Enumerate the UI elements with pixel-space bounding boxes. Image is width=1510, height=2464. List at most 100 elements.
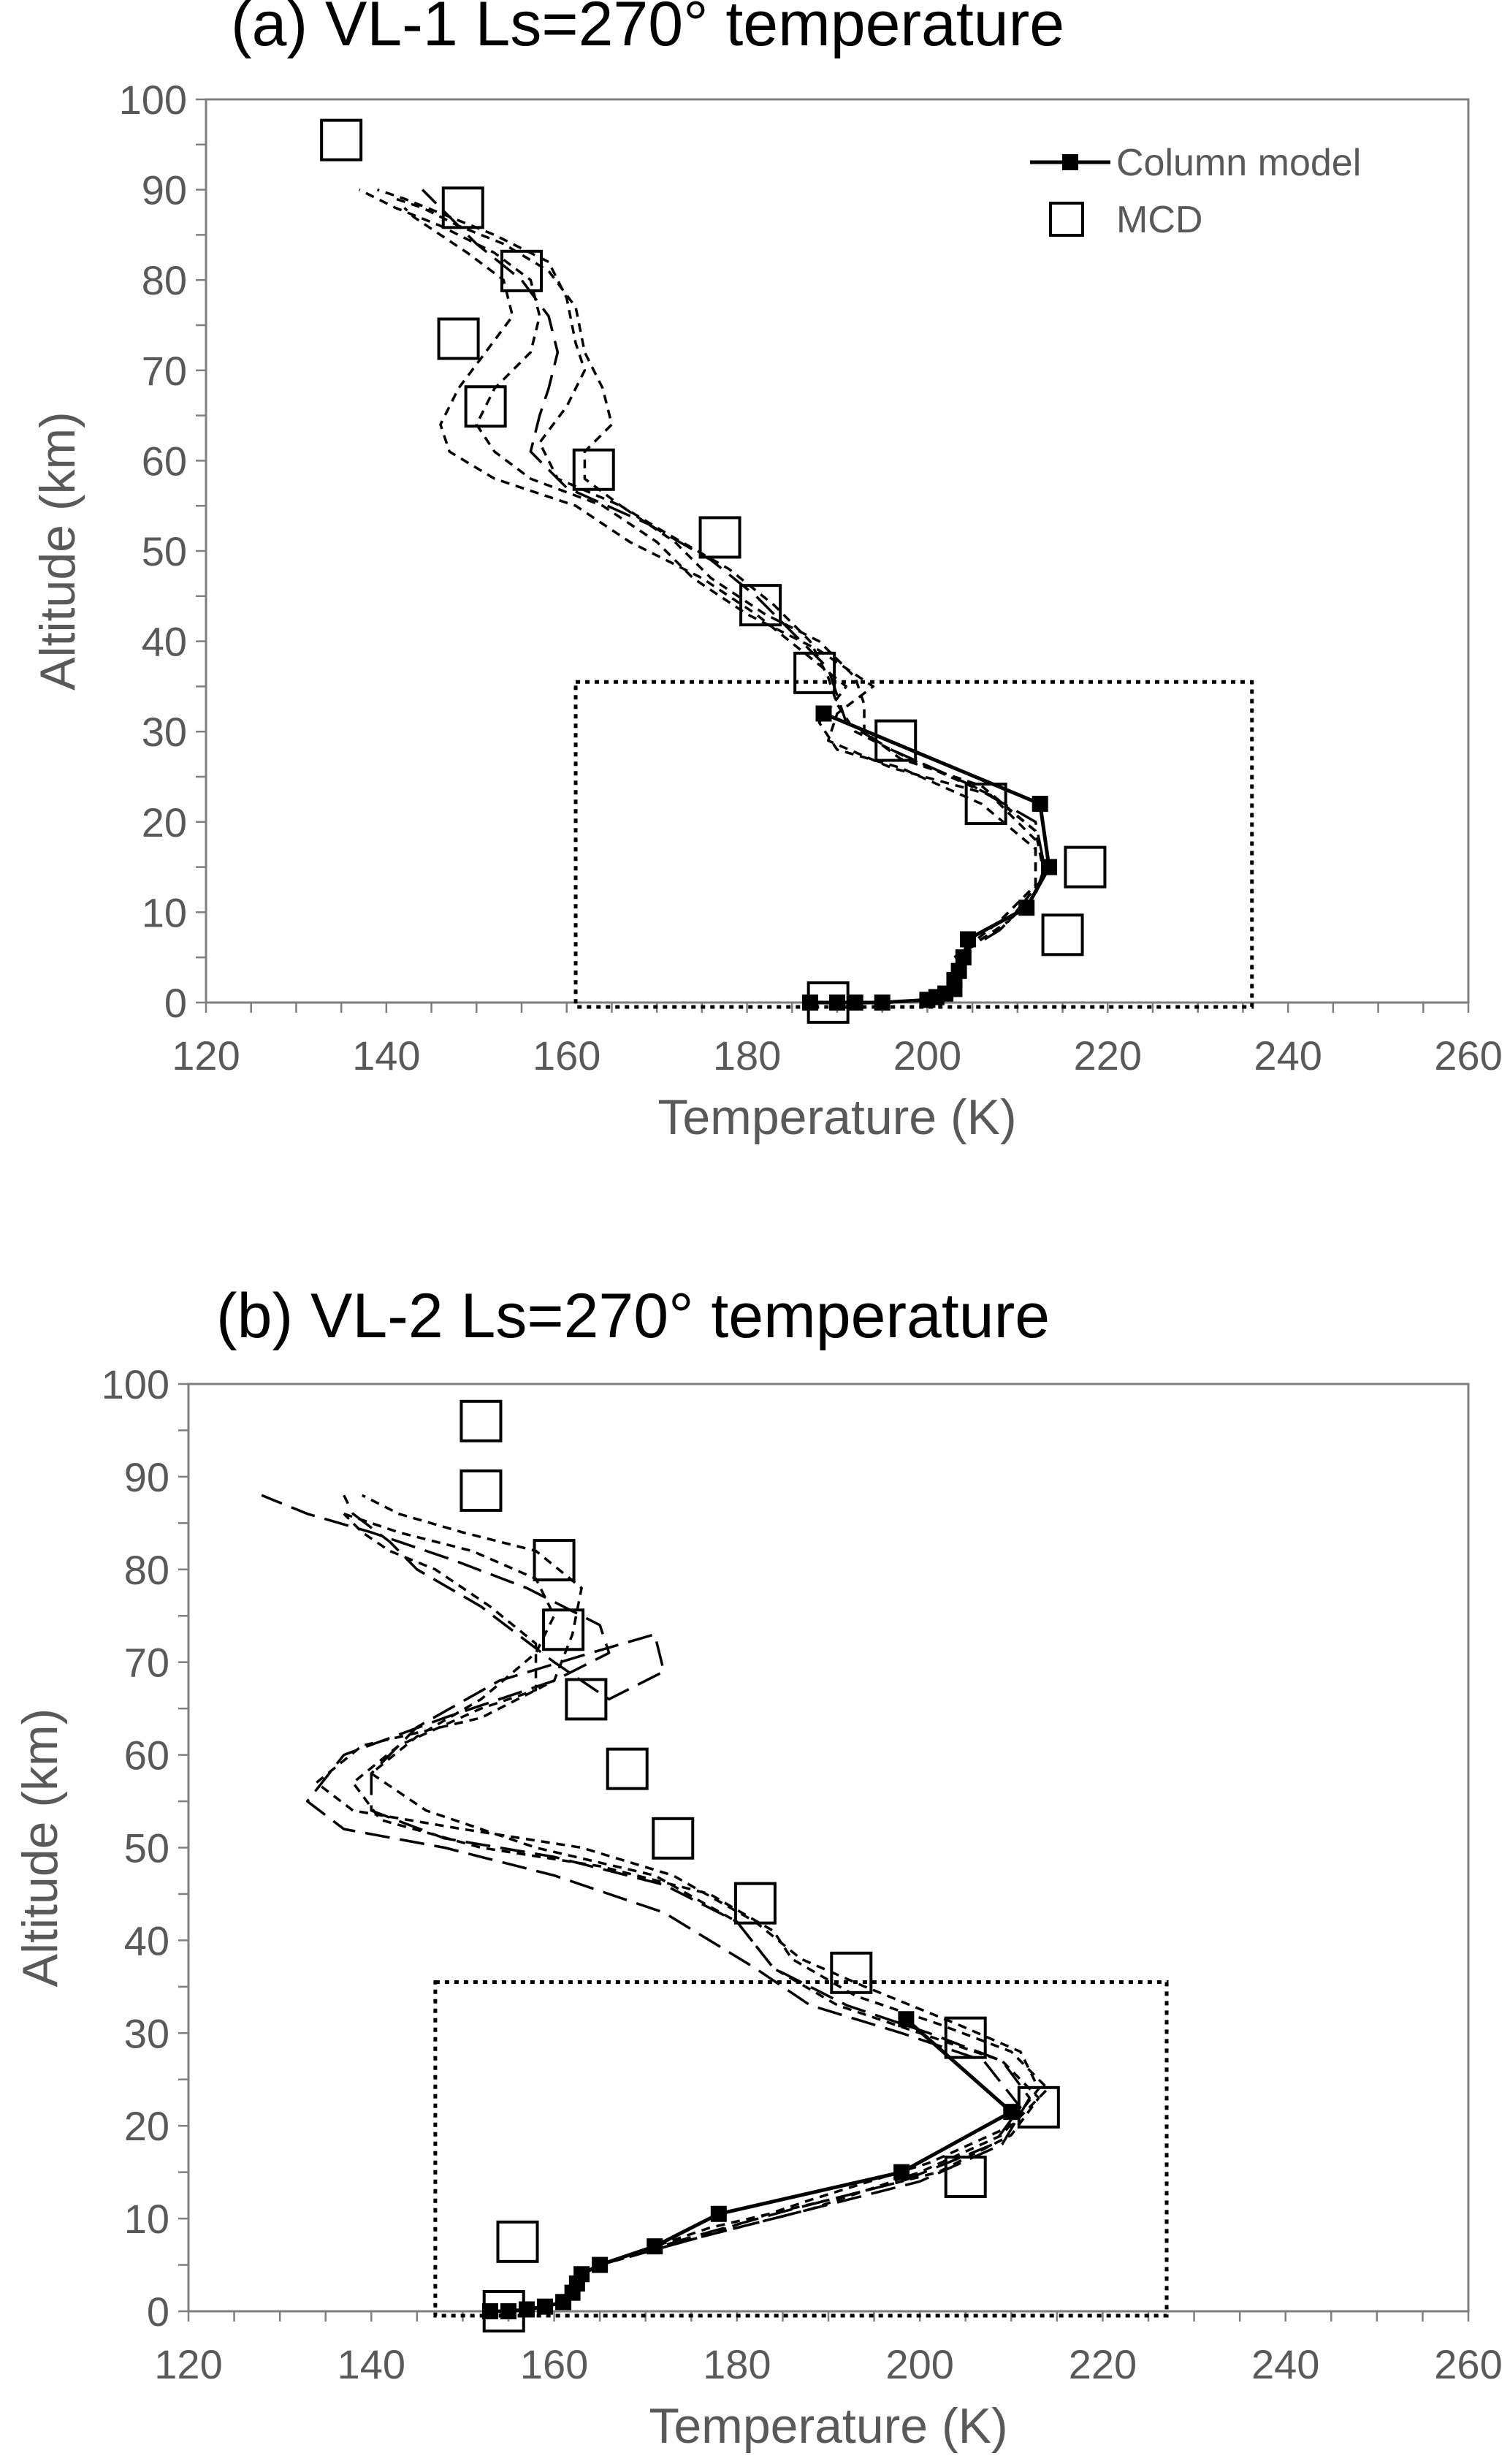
highlight-box bbox=[433, 1980, 1169, 2318]
column-model-point bbox=[847, 995, 863, 1011]
mcd-point bbox=[460, 1469, 503, 1512]
legend: Column model MCD bbox=[1030, 142, 1361, 241]
column-model-point bbox=[710, 2205, 727, 2222]
column-model-point bbox=[1018, 900, 1035, 916]
y-tick-label: 30 bbox=[124, 2010, 169, 2056]
y-tick-label: 20 bbox=[142, 799, 187, 845]
y-tick-label: 10 bbox=[124, 2196, 169, 2242]
column-model-point bbox=[950, 962, 967, 979]
x-tick-label: 140 bbox=[338, 2341, 405, 2387]
series-7-line bbox=[343, 1513, 1040, 2267]
series-6-line bbox=[343, 1513, 1050, 2267]
chart-b-title: (b) VL-2 Ls=270° temperature bbox=[216, 1281, 1050, 1351]
x-tick-label: 200 bbox=[885, 2341, 953, 2387]
mcd-point bbox=[441, 186, 484, 229]
series-4-line bbox=[376, 188, 1046, 959]
x-tick-label: 140 bbox=[352, 1033, 420, 1079]
mcd-point bbox=[500, 249, 543, 292]
x-tick-label: 180 bbox=[703, 2341, 771, 2387]
y-tick-label: 40 bbox=[124, 1917, 169, 1963]
series-7-line bbox=[394, 197, 1046, 959]
column-model-point bbox=[1003, 2104, 1020, 2121]
mcd-point bbox=[1064, 845, 1107, 889]
x-tick-label: 220 bbox=[1069, 2341, 1137, 2387]
y-tick-label: 70 bbox=[124, 1640, 169, 1686]
highlight-box bbox=[573, 680, 1254, 1009]
legend-column-model-marker bbox=[1062, 154, 1078, 170]
y-tick-label: 20 bbox=[124, 2103, 169, 2149]
mcd-point bbox=[739, 584, 782, 627]
mcd-point bbox=[698, 516, 741, 559]
mcd-point bbox=[1041, 913, 1084, 957]
y-tick-label: 90 bbox=[124, 1454, 169, 1500]
x-tick-label: 180 bbox=[713, 1033, 781, 1079]
y-tick-label: 80 bbox=[142, 257, 187, 303]
y-tick-label: 0 bbox=[164, 980, 187, 1026]
series-3-line bbox=[261, 1494, 1022, 2267]
mcd-point bbox=[437, 317, 480, 360]
plot-frame bbox=[205, 98, 1470, 1004]
x-tick-label: 120 bbox=[172, 1033, 240, 1079]
mcd-point bbox=[482, 2290, 525, 2332]
mcd-point bbox=[606, 1747, 649, 1790]
column-model-point bbox=[481, 2303, 498, 2319]
y-tick-label: 40 bbox=[142, 619, 187, 665]
y-tick-label: 90 bbox=[142, 167, 187, 213]
x-axis-label: Temperature (K) bbox=[649, 2398, 1007, 2454]
column-model-point bbox=[537, 2298, 554, 2315]
y-tick-label: 100 bbox=[102, 1361, 169, 1407]
column-model-point bbox=[1032, 796, 1048, 813]
y-tick-label: 30 bbox=[142, 709, 187, 755]
legend-column-model-label: Column model bbox=[1116, 142, 1361, 184]
mcd-point bbox=[807, 981, 850, 1024]
column-model-point bbox=[573, 2266, 590, 2283]
column-model-point bbox=[893, 2164, 910, 2180]
x-tick-label: 260 bbox=[1434, 2341, 1502, 2387]
column-model-line bbox=[489, 2018, 1013, 2313]
mcd-point bbox=[572, 448, 615, 491]
y-tick-label: 10 bbox=[142, 889, 187, 935]
legend-mcd-marker bbox=[1049, 202, 1084, 237]
series-5-line bbox=[359, 189, 1037, 959]
legend-mcd-label: MCD bbox=[1116, 199, 1202, 241]
mcd-point bbox=[733, 1882, 777, 1925]
x-tick-label: 160 bbox=[533, 1033, 600, 1079]
x-tick-label: 200 bbox=[893, 1033, 961, 1079]
mcd-point bbox=[542, 1608, 585, 1651]
series-4-line bbox=[343, 1494, 1032, 2267]
mcd-point bbox=[874, 719, 918, 762]
chart-a: (a) VL-1 Ls=270° temperature 120 140 160 180… bbox=[30, 0, 1503, 1145]
y-tick-label: 50 bbox=[142, 528, 187, 574]
x-tick-label: 120 bbox=[154, 2341, 222, 2387]
x-tick-label: 220 bbox=[1074, 1033, 1142, 1079]
y-tick-label: 0 bbox=[147, 2289, 169, 2335]
column-model-point bbox=[519, 2301, 535, 2318]
x-tick-label: 240 bbox=[1254, 1033, 1322, 1079]
mcd-point bbox=[565, 1678, 608, 1721]
column-model-point bbox=[500, 2303, 516, 2319]
x-axis-label: Temperature (K) bbox=[657, 1090, 1016, 1145]
mcd-point bbox=[944, 2016, 987, 2059]
y-tick-label: 60 bbox=[124, 1733, 169, 1779]
mcd-point bbox=[944, 2155, 987, 2198]
mcd-point bbox=[533, 1539, 576, 1582]
mcd-point bbox=[460, 1399, 503, 1442]
y-tick-label: 70 bbox=[142, 348, 187, 394]
column-model-point bbox=[829, 995, 845, 1011]
mcd-point bbox=[320, 118, 363, 161]
series-6-line bbox=[403, 207, 1037, 959]
mcd-point bbox=[496, 2220, 539, 2263]
y-tick-label: 50 bbox=[124, 1825, 169, 1871]
mcd-point bbox=[464, 385, 507, 428]
chart-a-title: (a) VL-1 Ls=270° temperature bbox=[231, 0, 1064, 59]
y-tick-label: 100 bbox=[119, 77, 187, 123]
column-model-line bbox=[809, 712, 1051, 1005]
y-tick-label: 80 bbox=[124, 1547, 169, 1593]
y-axis-label: Altitude (km) bbox=[12, 1708, 68, 1988]
column-model-point bbox=[801, 995, 818, 1011]
column-model-point bbox=[874, 995, 891, 1011]
plot-frame bbox=[187, 1383, 1470, 2313]
x-tick-label: 240 bbox=[1251, 2341, 1319, 2387]
chart-b: (b) VL-2 Ls=270° temperature 120 140 160 180… bbox=[12, 1281, 1503, 2454]
